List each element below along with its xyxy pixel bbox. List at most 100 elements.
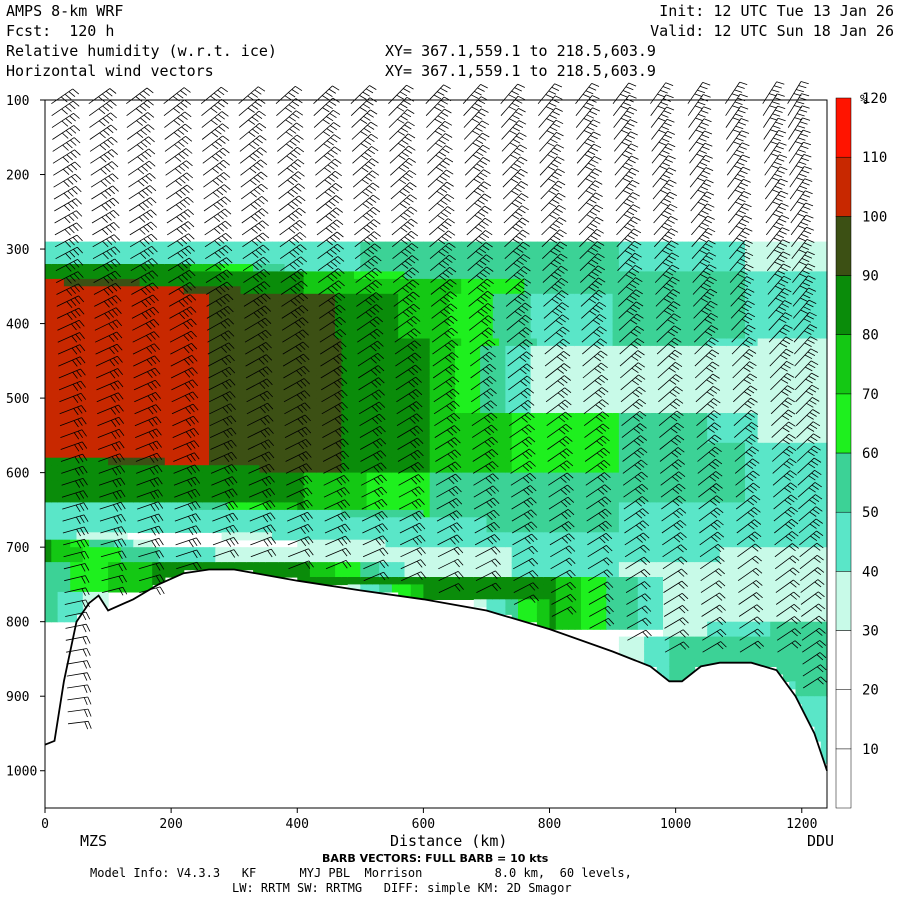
rh-cell: [240, 331, 248, 340]
rh-cell: [372, 271, 380, 280]
rh-cell: [183, 345, 191, 354]
rh-cell: [385, 368, 393, 377]
rh-cell: [429, 517, 437, 526]
rh-cell: [499, 457, 506, 466]
rh-cell: [688, 591, 696, 600]
rh-cell: [618, 264, 626, 273]
rh-cell: [650, 323, 658, 332]
rh-cell: [284, 345, 292, 354]
rh-cell: [341, 249, 349, 258]
rh-cell: [347, 420, 355, 429]
rh-cell: [391, 308, 399, 317]
rh-cell: [454, 301, 462, 310]
rh-cell: [505, 375, 513, 384]
rh-cell: [265, 509, 273, 518]
rh-cell: [354, 278, 361, 287]
rh-cell: [518, 368, 525, 377]
rh-cell: [177, 308, 185, 317]
rh-cell: [108, 413, 115, 422]
rh-cell: [354, 554, 361, 563]
rh-cell: [354, 450, 361, 459]
rh-cell: [303, 286, 311, 295]
rh-cell: [335, 368, 342, 377]
rh-cell: [76, 398, 84, 407]
rh-cell: [492, 480, 500, 489]
rh-cell: [202, 487, 210, 496]
rh-cell: [486, 495, 494, 504]
rh-cell: [663, 338, 670, 347]
rh-cell: [45, 293, 52, 302]
rh-cell: [45, 509, 52, 518]
rh-cell: [265, 301, 273, 310]
rh-cell: [486, 390, 494, 399]
rh-cell: [240, 480, 248, 489]
rh-cell: [536, 249, 544, 258]
rh-cell: [158, 435, 166, 444]
rh-cell: [612, 569, 620, 578]
rh-cell: [675, 271, 683, 280]
rh-cell: [650, 286, 658, 295]
rh-cell: [259, 495, 267, 504]
rh-cell: [240, 472, 248, 481]
rh-cell: [347, 293, 355, 302]
rh-cell: [253, 360, 260, 369]
rh-cell: [234, 509, 242, 518]
rh-cell: [682, 264, 689, 273]
rh-cell: [158, 569, 166, 578]
rh-cell: [322, 405, 330, 414]
rh-cell: [309, 316, 317, 325]
rh-cell: [587, 360, 595, 369]
rh-cell: [404, 457, 412, 466]
rh-cell: [499, 301, 506, 310]
rh-cell: [637, 323, 645, 332]
rh-cell: [322, 271, 330, 280]
rh-cell: [581, 353, 588, 362]
rh-cell: [76, 390, 84, 399]
rh-cell: [518, 435, 525, 444]
rh-cell: [297, 331, 305, 340]
rh-cell: [663, 457, 670, 466]
rh-cell: [76, 353, 84, 362]
rh-cell: [454, 368, 462, 377]
rh-cell: [555, 569, 563, 578]
rh-cell: [297, 316, 305, 325]
rh-cell: [215, 278, 223, 287]
rh-cell: [366, 345, 374, 354]
rh-cell: [82, 375, 90, 384]
rh-cell: [385, 487, 393, 496]
rh-cell: [436, 480, 443, 489]
rh-cell: [669, 301, 677, 310]
rh-cell: [600, 264, 607, 273]
rh-cell: [612, 264, 620, 273]
rh-cell: [486, 584, 494, 593]
rh-cell: [637, 293, 645, 302]
rh-cell: [391, 495, 399, 504]
rh-cell: [101, 577, 109, 586]
rh-cell: [360, 256, 368, 265]
rh-cell: [391, 472, 399, 481]
rh-cell: [505, 338, 513, 347]
rh-cell: [234, 249, 242, 258]
rh-cell: [89, 562, 96, 571]
rh-cell: [309, 375, 317, 384]
rh-cell: [600, 547, 607, 556]
rh-cell: [322, 323, 330, 332]
rh-cell: [139, 331, 147, 340]
rh-cell: [145, 465, 153, 474]
rh-cell: [253, 249, 260, 258]
rh-cell: [291, 495, 298, 504]
rh-cell: [221, 331, 229, 340]
rh-cell: [246, 331, 254, 340]
rh-cell: [593, 353, 601, 362]
rh-cell: [246, 472, 254, 481]
rh-cell: [284, 502, 292, 511]
rh-cell: [89, 338, 96, 347]
rh-cell: [171, 413, 178, 422]
rh-cell: [606, 316, 614, 325]
rh-cell: [253, 383, 260, 392]
rh-cell: [354, 293, 361, 302]
rh-cell: [581, 264, 588, 273]
rh-cell: [574, 390, 582, 399]
rh-cell: [511, 293, 519, 302]
rh-cell: [284, 301, 292, 310]
